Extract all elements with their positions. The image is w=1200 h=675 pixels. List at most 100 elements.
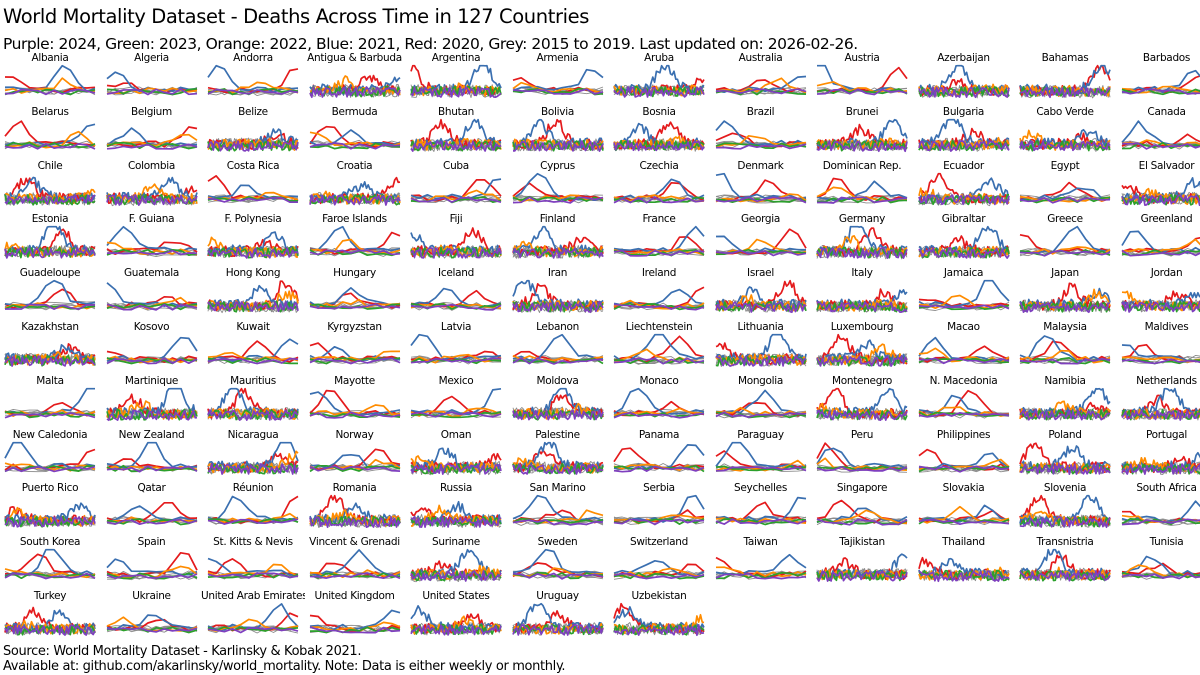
panel-plot [410, 227, 502, 260]
series-2024-line [207, 88, 299, 95]
country-panel: Azerbaijan [917, 52, 1010, 104]
series-2021-line [309, 226, 400, 252]
panel-plot [105, 282, 197, 311]
series-2024-line [816, 355, 908, 367]
panel-title: Uzbekistan [631, 590, 687, 602]
panel-title: Lebanon [536, 321, 579, 333]
panel-plot [816, 288, 908, 314]
panel-title: Kyrgyzstan [327, 321, 382, 333]
country-panel: Chile [4, 160, 96, 212]
panel-title: Malta [36, 374, 64, 387]
series-2024-line [309, 572, 400, 580]
series-2024-line [309, 142, 400, 150]
country-panel: Egypt [1019, 160, 1111, 212]
country-panel: United States [410, 590, 502, 642]
panel-title: Cyprus [540, 159, 575, 172]
panel-title: Egypt [1050, 159, 1080, 172]
panel-plot [308, 176, 401, 206]
series-2023-line [715, 355, 807, 367]
country-panel: Hungary [309, 267, 401, 319]
series-2024-line [613, 195, 705, 204]
panel-plot [1019, 226, 1111, 258]
panel-title: Brunei [845, 105, 879, 118]
country-panel: Barbados [1121, 52, 1200, 104]
panel-plot [4, 176, 96, 206]
panel-plot [207, 174, 299, 203]
panel-title: Cabo Verde [1036, 105, 1094, 118]
series-2024-line [1019, 408, 1111, 421]
panel-title: Bulgaria [942, 105, 985, 118]
country-panel: Cyprus [511, 160, 604, 212]
country-panel: Australia [715, 52, 807, 104]
panel-title: Andorra [233, 52, 273, 64]
panel-title: Jamaica [943, 267, 984, 280]
country-panel: Iran [511, 267, 604, 319]
panel-plot [918, 280, 1010, 312]
country-panel: Turkey [4, 590, 96, 642]
panel-title: Estonia [31, 213, 69, 226]
panel-title: Maldives [1144, 321, 1189, 333]
panel-plot [715, 228, 807, 257]
series-2021-line [918, 280, 1010, 308]
series-2023-line [4, 572, 96, 580]
panel-plot [410, 501, 502, 529]
series-2021-line [410, 287, 502, 308]
panel-plot [511, 280, 604, 314]
panel-plot [917, 226, 1010, 260]
country-panel: Netherlands [1120, 375, 1200, 427]
country-panel: Nicaragua [207, 429, 299, 481]
series-2021-line [512, 495, 603, 522]
panel-plot [917, 118, 1010, 152]
series-2024-line [715, 411, 806, 418]
series-2022-line [613, 567, 705, 578]
country-panel: Paraguay [714, 429, 807, 481]
series-2022-line [1120, 187, 1200, 205]
series-2024-line [715, 572, 806, 580]
panel-plot [1019, 181, 1111, 204]
country-panel: Guadeloupe [4, 267, 96, 319]
series-2024-line [208, 518, 299, 526]
panel-title: France [642, 213, 676, 226]
panel-plot [207, 128, 299, 152]
series-2023-line [4, 141, 96, 148]
series-2024-line [410, 140, 502, 152]
series-2024-line [410, 516, 502, 529]
series-2021-line [5, 64, 96, 93]
series-2020-line [309, 232, 400, 256]
panel-plot [1019, 282, 1111, 314]
panel-title: Armenia [536, 52, 579, 64]
panel-title: Japan [1051, 267, 1079, 280]
panel-plot [918, 504, 1009, 526]
series-2021-line [105, 282, 197, 308]
series-2020-line [1121, 74, 1200, 94]
series-2021-line [106, 505, 197, 524]
series-2024-line [613, 623, 705, 637]
series-2021-line [207, 496, 299, 522]
panel-title: Puerto Rico [21, 482, 79, 495]
country-panel: Denmark [715, 160, 807, 212]
country-panel: N. Macedonia [918, 375, 1010, 427]
series-2023-line [309, 626, 400, 634]
series-2024-line [308, 193, 401, 206]
country-panel: Ukraine [106, 590, 198, 642]
panel-title: Greenland [1140, 213, 1193, 226]
series-2024-line [106, 464, 197, 473]
panel-plot [105, 387, 198, 421]
series-2022-line [715, 134, 806, 148]
series-2022-line [410, 407, 502, 418]
panel-plot [207, 280, 299, 314]
series-2024-line [715, 518, 806, 526]
series-2021-line [207, 338, 299, 363]
series-2024-line [917, 86, 1010, 99]
series-2021-line [918, 504, 1009, 524]
series-2024-line [308, 516, 401, 529]
panel-plot [410, 387, 502, 419]
series-2024-line [410, 86, 502, 98]
country-panel: Switzerland [613, 536, 705, 588]
series-2024-line [106, 357, 197, 365]
panel-plot [917, 64, 1010, 99]
panel-plot [410, 333, 502, 365]
panel-plot [4, 343, 96, 367]
panel-title: Colombia [128, 159, 175, 172]
panel-plot [1121, 69, 1200, 96]
